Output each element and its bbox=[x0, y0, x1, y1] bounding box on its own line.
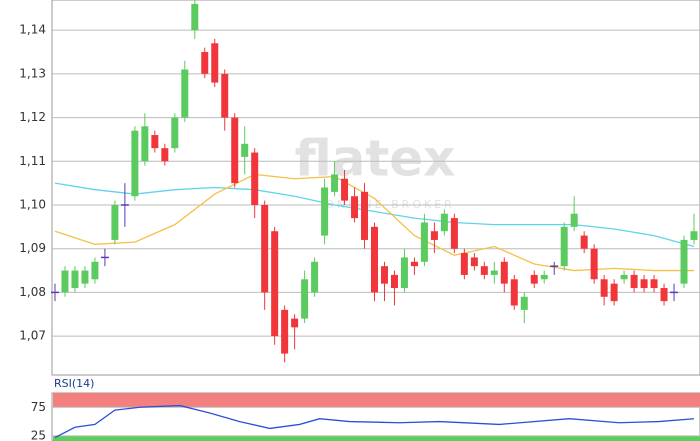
candle-body bbox=[181, 69, 189, 118]
candle-body bbox=[580, 235, 588, 249]
candle-body bbox=[61, 270, 69, 293]
candle-body bbox=[680, 239, 688, 284]
candle-body bbox=[311, 261, 319, 293]
candle-body bbox=[620, 274, 628, 280]
candle-body bbox=[610, 283, 618, 302]
candle-body bbox=[171, 117, 179, 149]
candle-body bbox=[371, 226, 378, 293]
rsi-line bbox=[54, 404, 695, 439]
candle-body bbox=[650, 279, 658, 289]
candle-body bbox=[520, 296, 528, 310]
candle-body bbox=[71, 270, 79, 289]
candle-body bbox=[510, 279, 518, 306]
candle-body bbox=[201, 52, 209, 74]
candle-body bbox=[291, 318, 299, 328]
rsi-band bbox=[53, 435, 700, 441]
candle-body bbox=[660, 288, 668, 302]
candle-body bbox=[630, 274, 638, 289]
candle-body bbox=[570, 213, 578, 227]
moving-average bbox=[54, 173, 694, 272]
y-tick-label: 25 bbox=[31, 428, 46, 441]
y-tick-label: 75 bbox=[31, 400, 46, 414]
candle-body bbox=[480, 266, 488, 275]
candle-body bbox=[331, 174, 339, 192]
candle-body bbox=[390, 274, 398, 289]
candle-body bbox=[410, 261, 418, 267]
candle-body bbox=[590, 248, 598, 280]
watermark-logo: flatex bbox=[295, 130, 456, 188]
candle-body bbox=[690, 231, 698, 240]
candle-body bbox=[490, 270, 498, 275]
candle-body bbox=[81, 270, 89, 284]
candle-body bbox=[151, 135, 159, 149]
rsi-title: RSI(14) bbox=[54, 377, 94, 390]
candle-body bbox=[261, 204, 269, 293]
candle-body bbox=[640, 279, 648, 289]
candle-body bbox=[450, 218, 458, 249]
candle-body bbox=[351, 196, 359, 219]
candle-body bbox=[221, 73, 229, 118]
candle-body bbox=[560, 226, 568, 267]
candle-body bbox=[281, 309, 289, 354]
candle-body bbox=[420, 222, 428, 262]
candle-body bbox=[231, 117, 239, 184]
candle-body bbox=[540, 274, 548, 280]
candle-body bbox=[440, 213, 448, 232]
plot-frame bbox=[51, 0, 700, 376]
y-tick-label: 1,08 bbox=[19, 285, 46, 299]
y-tick-label: 1,09 bbox=[19, 241, 46, 255]
y-tick-label: 1,13 bbox=[19, 66, 46, 80]
y-tick-label: 1,14 bbox=[19, 23, 46, 37]
y-tick-label: 1,11 bbox=[19, 154, 46, 168]
candle-body bbox=[251, 152, 259, 205]
y-tick-label: 1,12 bbox=[19, 110, 46, 124]
candle-body bbox=[500, 261, 508, 284]
candle-body bbox=[111, 204, 119, 240]
y-tick-label: 1,10 bbox=[19, 197, 46, 211]
candle-body bbox=[400, 257, 408, 289]
candle-body bbox=[600, 279, 608, 297]
candle-body bbox=[271, 231, 279, 337]
candle-body bbox=[91, 261, 99, 280]
candle-body bbox=[191, 3, 199, 31]
candle-body bbox=[341, 178, 349, 201]
candle-body bbox=[361, 191, 369, 240]
candle-body bbox=[241, 143, 249, 157]
y-tick-label: 1,07 bbox=[19, 329, 46, 343]
candle-body bbox=[141, 126, 149, 162]
candle-body bbox=[321, 187, 329, 236]
candle-body bbox=[301, 279, 309, 319]
candle-body bbox=[460, 253, 468, 275]
rsi-band bbox=[53, 393, 700, 408]
candle-body bbox=[380, 266, 388, 284]
candle-body bbox=[470, 257, 478, 267]
candle-body bbox=[131, 130, 139, 197]
candle-body bbox=[530, 274, 538, 284]
moving-average bbox=[54, 182, 695, 248]
candle-body bbox=[211, 43, 219, 83]
candle-body bbox=[161, 148, 169, 162]
candle-body bbox=[430, 231, 438, 240]
